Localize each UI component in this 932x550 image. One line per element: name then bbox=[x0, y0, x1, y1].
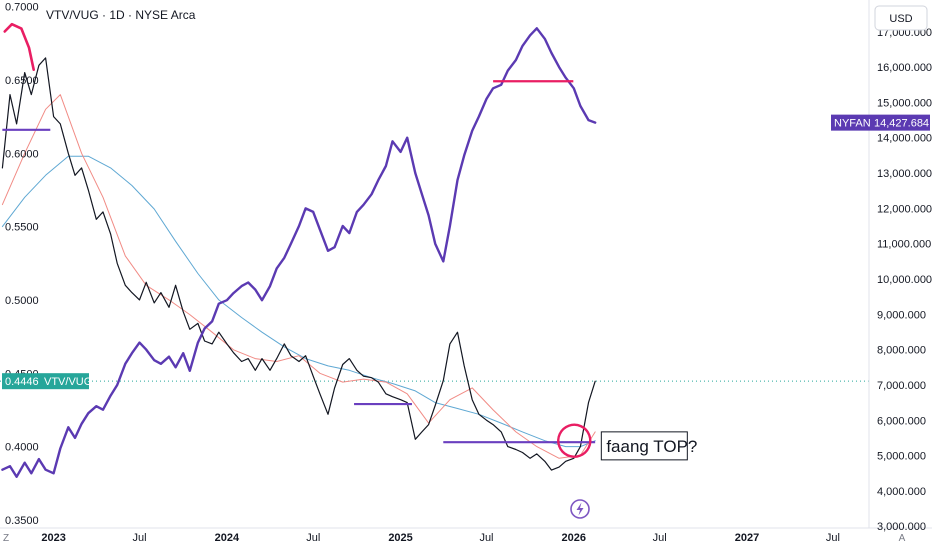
left-axis-tick-label: 0.6500 bbox=[5, 75, 39, 87]
time-axis-tick-label: Jul bbox=[306, 532, 320, 544]
chart-title: VTV/VUG · 1D · NYSE Arca bbox=[46, 8, 196, 22]
right-axis-tick-label: 15,000.000 bbox=[877, 97, 932, 109]
right-axis-tick-label: 16,000.000 bbox=[877, 62, 932, 74]
vtv-vug-name-badge bbox=[41, 373, 89, 390]
right-axis-tick-label: 9,000.000 bbox=[877, 309, 926, 321]
vtv-vug-price-badge bbox=[2, 373, 41, 390]
series-line-ma-long-[interactable] bbox=[1, 155, 596, 448]
series-line-vtv-vug[interactable] bbox=[1, 57, 596, 471]
drawn-circle-mark[interactable] bbox=[554, 420, 595, 461]
series-line-ma-short-[interactable] bbox=[1, 94, 596, 459]
time-axis-tick-label: Jul bbox=[653, 532, 667, 544]
auto-scale-button[interactable]: A bbox=[899, 533, 906, 544]
note-text: faang TOP? bbox=[606, 437, 697, 456]
right-axis-tick-label: 4,000.000 bbox=[877, 486, 926, 498]
faang-top-note[interactable]: faang TOP? bbox=[600, 431, 697, 461]
time-axis[interactable]: 2023 Jul 2024 Jul 2025 Jul 2026 Jul 2027 Jul bbox=[41, 532, 840, 544]
left-axis-tick-label: 0.7000 bbox=[5, 2, 39, 14]
left-price-axis[interactable]: 0.35000.40000.45000.50000.55000.60000.65… bbox=[5, 2, 39, 527]
time-axis-tick-label: 2025 bbox=[388, 532, 412, 544]
time-axis-tick-label: Jul bbox=[133, 532, 147, 544]
vtv-vug-price-text: 0.4446 bbox=[5, 376, 39, 388]
nyfang-name-badge bbox=[831, 114, 870, 131]
nyfang-price-badge bbox=[870, 114, 930, 131]
time-axis-tick-label: 2023 bbox=[41, 532, 65, 544]
time-axis-tick-label: 2027 bbox=[735, 532, 759, 544]
right-axis-tick-label: 5,000.000 bbox=[877, 451, 926, 463]
right-axis-tick-label: 14,000.000 bbox=[877, 133, 932, 145]
vtv-vug-name-text: VTV/VUG bbox=[44, 376, 92, 388]
nyfang-name-text: NYFANG bbox=[834, 118, 879, 130]
right-axis-tick-label: 6,000.000 bbox=[877, 415, 926, 427]
annotation-layer-marks: faang TOP? bbox=[2, 22, 697, 461]
left-axis-tick-label: 0.3500 bbox=[5, 515, 39, 527]
currency-button[interactable]: USD bbox=[874, 5, 928, 31]
right-price-axis[interactable]: 3,000.000 4,000.000 5,000.000 6,000.000 7,00… bbox=[877, 27, 932, 533]
vtv-vug-last-value-tag: 0.4446 VTV/VUG bbox=[2, 373, 92, 390]
left-axis-tick-label: 0.5500 bbox=[5, 222, 39, 234]
left-axis-tick-label: 0.6000 bbox=[5, 148, 39, 160]
lightning-icon[interactable] bbox=[570, 499, 590, 519]
time-axis-tick-label: Jul bbox=[479, 532, 493, 544]
time-axis-tick-label: 2026 bbox=[562, 532, 586, 544]
right-axis-tick-label: 3,000.000 bbox=[877, 521, 926, 533]
right-axis-tick-label: 13,000.000 bbox=[877, 168, 932, 180]
series-layer bbox=[1, 27, 597, 478]
time-axis-tick-label: 2024 bbox=[215, 532, 240, 544]
currency-label: USD bbox=[889, 13, 912, 25]
left-axis-tick-label: 0.4000 bbox=[5, 442, 39, 454]
left-axis-tick-label: 0.5000 bbox=[5, 295, 39, 307]
right-axis-tick-label: 11,000.000 bbox=[877, 239, 931, 251]
right-axis-tick-label: 8,000.000 bbox=[877, 345, 926, 357]
right-axis-tick-label: 12,000.000 bbox=[877, 203, 932, 215]
series-line-nyfang[interactable] bbox=[1, 27, 597, 478]
timezone-corner-label[interactable]: Z bbox=[3, 533, 9, 544]
nyfang-price-text: 14,427.684 bbox=[874, 118, 929, 130]
right-axis-tick-label: 10,000.000 bbox=[877, 274, 932, 286]
drawn-arc-mark[interactable] bbox=[3, 22, 35, 71]
right-axis-tick-label: 7,000.000 bbox=[877, 380, 926, 392]
time-axis-tick-label: Jul bbox=[826, 532, 840, 544]
